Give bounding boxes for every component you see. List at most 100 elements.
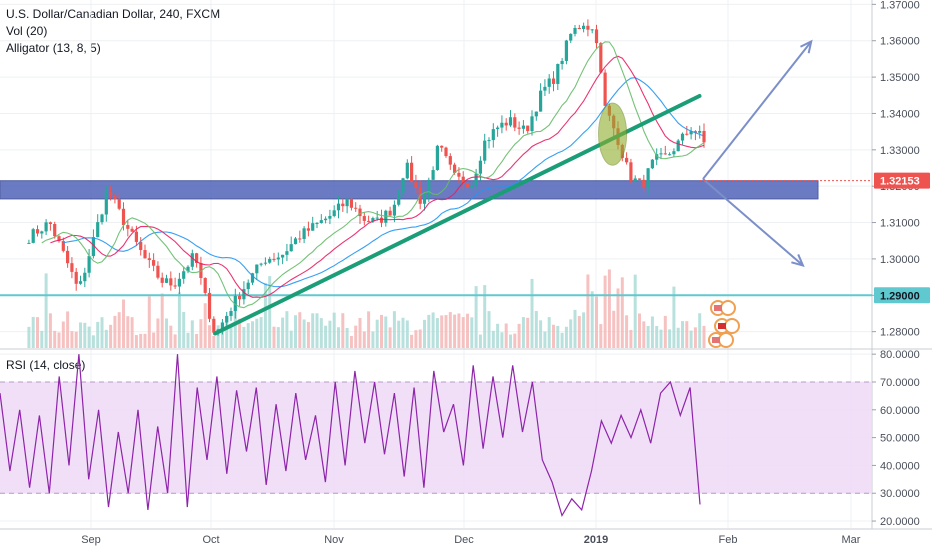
candle-body — [298, 238, 302, 240]
volume-bar — [100, 317, 104, 348]
volume-bar — [354, 325, 358, 348]
candle-body — [164, 278, 169, 283]
candle-body — [246, 282, 250, 290]
candle-body — [508, 117, 513, 126]
candle-body — [74, 271, 78, 284]
volume-bar — [208, 325, 212, 348]
volume-bar — [607, 269, 611, 348]
price-tick-label: 1.36000 — [880, 36, 920, 48]
candle-body — [195, 253, 199, 264]
volume-bar — [130, 317, 134, 348]
candle-body — [358, 208, 362, 217]
candle-body — [465, 183, 470, 188]
volume-bar — [315, 313, 319, 348]
candle-body — [285, 251, 289, 255]
volume-bar — [182, 311, 186, 348]
rsi-tick-label: 80.0000 — [880, 349, 920, 361]
arrow-down — [702, 178, 804, 267]
volume-bar — [203, 303, 207, 348]
price-tick-label: 1.35000 — [880, 72, 920, 84]
candle-body — [53, 223, 57, 237]
volume-bar — [410, 334, 414, 348]
candle-body — [401, 178, 405, 193]
event-flag-icon — [718, 332, 734, 348]
candle-body — [302, 228, 306, 239]
volume-bar — [349, 335, 353, 348]
candle-body — [91, 237, 96, 257]
volume-bar — [362, 331, 366, 348]
volume-bar — [633, 274, 637, 348]
candle-body — [328, 215, 332, 219]
volume-bar — [466, 313, 470, 348]
alligator-lips-line — [41, 41, 705, 309]
volume-bar — [302, 319, 306, 348]
event-markers — [708, 300, 740, 348]
country-flag-icon — [718, 323, 726, 329]
candle-body — [31, 229, 35, 243]
candle-body — [35, 229, 40, 234]
candle-body — [345, 198, 349, 207]
candle-body — [594, 29, 599, 44]
rsi-legend: RSI (14, close) — [6, 358, 86, 372]
candle-body — [336, 203, 341, 211]
candle-body — [487, 140, 491, 142]
candle-body — [367, 220, 371, 222]
volume-bar — [599, 324, 603, 348]
candle-body — [599, 43, 603, 73]
volume-bar — [603, 275, 607, 348]
candle-body — [543, 86, 547, 91]
arrow-up-head — [800, 39, 813, 54]
candle-body — [534, 111, 538, 117]
volume-bar — [96, 321, 100, 348]
candle-body — [306, 228, 311, 231]
volume-bar — [496, 323, 500, 348]
candle-body — [319, 220, 323, 223]
volume-bar — [87, 326, 91, 348]
volume-bar — [298, 312, 302, 348]
volume-bar — [470, 317, 474, 348]
volume-bar — [582, 312, 586, 348]
candle-body — [147, 258, 151, 261]
candle-body — [646, 168, 650, 187]
alligator-teeth-line — [50, 55, 705, 298]
volume-bar — [676, 327, 680, 348]
volume-bar — [534, 310, 538, 348]
volume-bar — [663, 315, 667, 348]
rsi-tick-label: 50.0000 — [880, 433, 920, 445]
candle-body — [573, 27, 577, 34]
time-tick-label: 2019 — [584, 534, 608, 546]
volume-bar — [371, 331, 375, 348]
volume-bar — [646, 325, 650, 348]
support-price-tag: 1.29000 — [880, 290, 920, 302]
candle-body — [474, 173, 478, 186]
volume-bar — [328, 320, 332, 348]
candle-body — [448, 156, 452, 165]
volume-bar — [276, 327, 280, 348]
event-flag-icon — [724, 318, 740, 334]
candle-body — [685, 133, 689, 135]
time-tick-label: Feb — [719, 534, 738, 546]
volume-bar — [702, 325, 706, 348]
candle-body — [156, 265, 160, 278]
volume-bar — [190, 320, 194, 348]
volume-bar — [143, 333, 147, 348]
candle-body — [27, 242, 31, 244]
volume-bar — [40, 330, 44, 348]
volume-bar — [388, 327, 392, 348]
candle-body — [513, 117, 517, 128]
candle-body — [577, 27, 581, 30]
country-flag-icon — [714, 305, 722, 311]
volume-bar — [509, 334, 513, 348]
candle-body — [655, 154, 659, 160]
resistance-zone — [0, 180, 819, 200]
volume-bar — [216, 325, 220, 348]
volume-bar — [448, 312, 452, 348]
volume-bar — [569, 319, 573, 348]
candle-body — [444, 147, 448, 157]
candle-body — [349, 198, 354, 208]
rsi-band — [0, 381, 872, 494]
candle-body — [650, 159, 655, 169]
volume-bar — [620, 277, 624, 348]
volume-bar — [156, 318, 160, 348]
